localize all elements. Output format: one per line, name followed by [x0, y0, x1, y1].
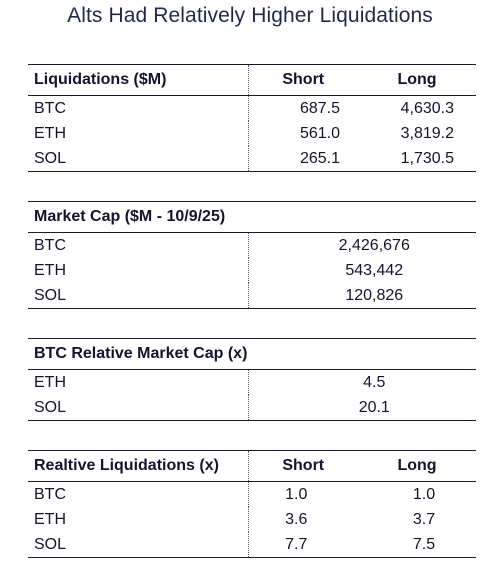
market-cap-header-row: Market Cap ($M - 10/9/25) — [28, 201, 476, 233]
long-value: 1.0 — [412, 485, 436, 503]
table-row: ETH 561.0 3,819.2 — [28, 121, 476, 146]
relative-liquidations-header-label: Realtive Liquidations (x) — [28, 450, 249, 482]
page-title: Alts Had Relatively Higher Liquidations — [67, 4, 433, 27]
long-value: 7.5 — [358, 532, 476, 558]
short-value: 687.5 — [299, 99, 340, 117]
table-row: ETH 3.6 3.7 — [28, 507, 476, 532]
relative-market-cap-value: 4.5 — [363, 373, 386, 391]
asset-label: SOL — [28, 146, 249, 172]
liquidations-header-short: Short — [248, 64, 358, 96]
liquidations-header-label: Liquidations ($M) — [28, 64, 249, 96]
asset-label: BTC — [28, 481, 249, 507]
long-value: 1,730.5 — [358, 146, 476, 172]
relative-market-cap-header-row: BTC Relative Market Cap (x) — [28, 338, 477, 370]
table-row: ETH 543,442 — [28, 258, 476, 283]
relative-liquidations-table: Realtive Liquidations (x) Short Long BTC… — [28, 450, 476, 558]
relative-market-cap-table: BTC Relative Market Cap (x) ETH 4.5 SOL … — [28, 338, 477, 421]
short-value: 3.6 — [285, 510, 308, 528]
relative-liquidations-header-row: Realtive Liquidations (x) Short Long — [28, 450, 476, 482]
short-value: 1.0 — [285, 485, 308, 503]
market-cap-value: 543,442 — [345, 261, 404, 279]
liquidations-header-row: Liquidations ($M) Short Long — [28, 64, 476, 96]
market-cap-value: 120,826 — [248, 283, 476, 309]
asset-label: ETH — [28, 121, 249, 146]
asset-label: SOL — [28, 532, 249, 558]
short-value: 265.1 — [248, 146, 358, 172]
liquidations-table: Liquidations ($M) Short Long BTC 687.5 4… — [28, 64, 476, 172]
asset-label: BTC — [28, 232, 249, 258]
relative-liquidations-header-short: Short — [248, 450, 358, 482]
market-cap-header-label: Market Cap ($M - 10/9/25) — [28, 201, 476, 233]
long-value: 4,630.3 — [400, 99, 454, 117]
table-row: SOL 7.7 7.5 — [28, 532, 476, 558]
relative-market-cap-header-label: BTC Relative Market Cap (x) — [28, 338, 477, 370]
asset-label: ETH — [28, 507, 249, 532]
relative-market-cap-value: 20.1 — [248, 395, 477, 421]
table-row: BTC 687.5 4,630.3 — [28, 95, 476, 121]
short-value: 561.0 — [299, 124, 340, 142]
asset-label: ETH — [28, 369, 249, 395]
market-cap-value: 2,426,676 — [338, 236, 410, 254]
short-value: 7.7 — [248, 532, 358, 558]
relative-liquidations-header-long: Long — [358, 450, 476, 482]
table-row: SOL 120,826 — [28, 283, 476, 309]
table-row: ETH 4.5 — [28, 369, 476, 395]
asset-label: BTC — [28, 95, 249, 121]
long-value: 3,819.2 — [400, 124, 454, 142]
table-row: SOL 265.1 1,730.5 — [28, 146, 476, 172]
asset-label: SOL — [28, 283, 249, 309]
asset-label: ETH — [28, 258, 249, 283]
liquidations-header-long: Long — [358, 64, 476, 96]
table-row: BTC 1.0 1.0 — [28, 481, 476, 507]
table-row: BTC 2,426,676 — [28, 232, 476, 258]
market-cap-table: Market Cap ($M - 10/9/25) BTC 2,426,676 … — [28, 201, 476, 309]
long-value: 3.7 — [412, 510, 436, 528]
asset-label: SOL — [28, 395, 249, 421]
table-row: SOL 20.1 — [28, 395, 477, 421]
